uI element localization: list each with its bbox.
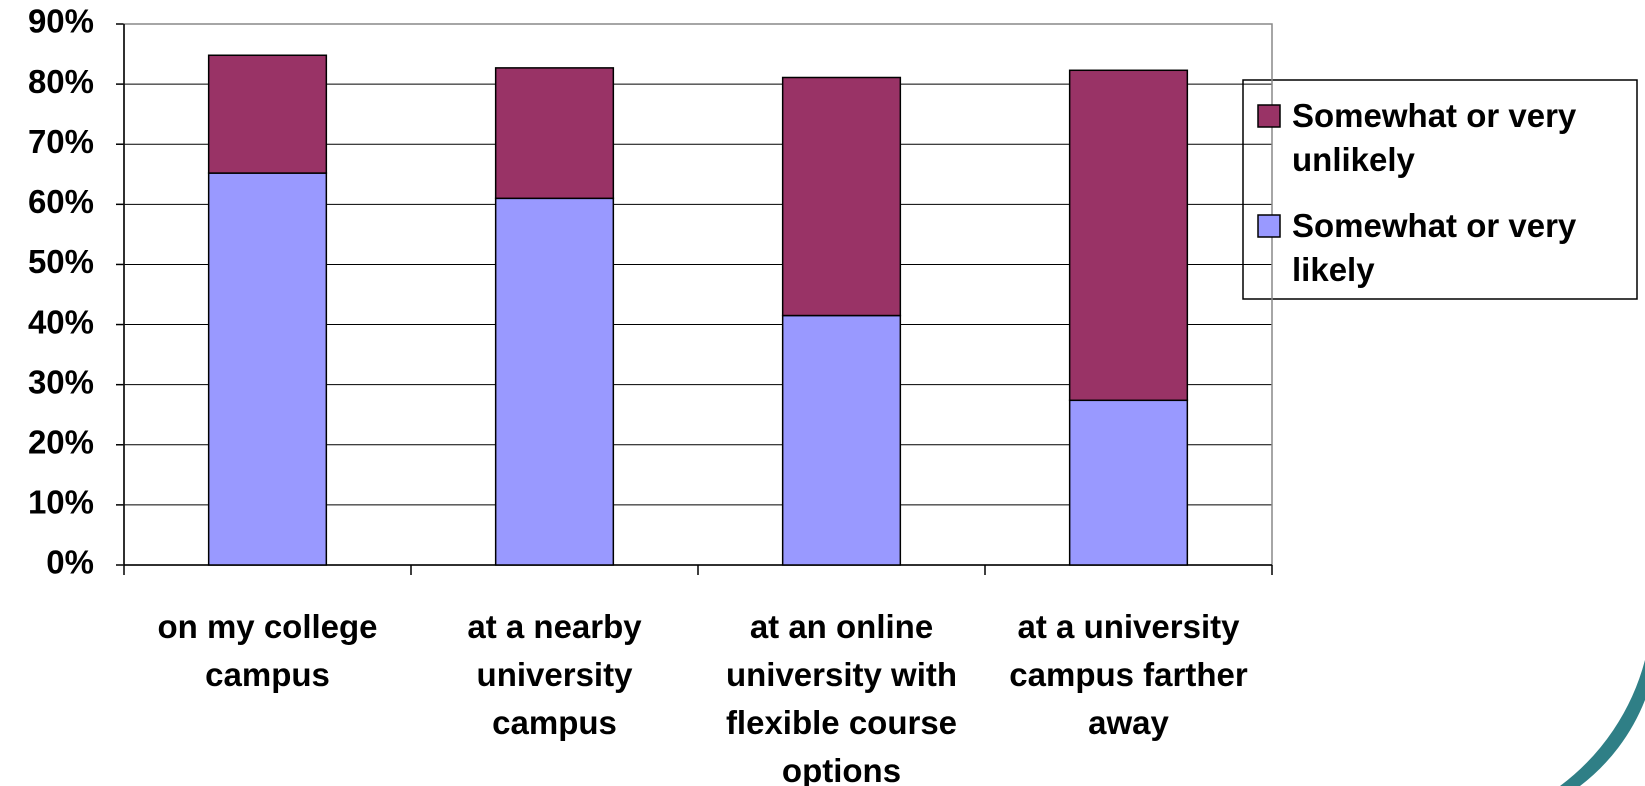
legend-label: Somewhat or very likely bbox=[1292, 207, 1577, 288]
y-tick-label: 30% bbox=[28, 363, 94, 400]
decoration bbox=[1560, 660, 1645, 786]
y-tick-label: 70% bbox=[28, 123, 94, 160]
bar-segment bbox=[494, 67, 615, 200]
bar-segment bbox=[494, 197, 615, 566]
y-tick-label: 60% bbox=[28, 183, 94, 220]
bar-segment bbox=[207, 172, 328, 566]
y-tick-label: 80% bbox=[28, 63, 94, 100]
y-tick-label: 10% bbox=[28, 484, 94, 521]
bar-segment bbox=[1068, 399, 1189, 566]
x-tick-label: at an online university with flexible co… bbox=[725, 608, 958, 786]
y-tick-label: 40% bbox=[28, 303, 94, 340]
bar-segment bbox=[207, 54, 328, 174]
legend-swatch bbox=[1257, 104, 1281, 128]
y-tick-label: 50% bbox=[28, 243, 94, 280]
y-tick-label: 20% bbox=[28, 423, 94, 460]
bar-segment bbox=[1068, 69, 1189, 402]
legend-label: Somewhat or very unlikely bbox=[1292, 97, 1577, 178]
bar-segment bbox=[781, 314, 902, 566]
x-tick-label: at a nearby university campus bbox=[467, 608, 642, 741]
x-tick-label: at a university campus farther away bbox=[1009, 608, 1248, 741]
y-tick-label: 90% bbox=[28, 3, 94, 40]
bar-segment bbox=[781, 76, 902, 317]
legend-swatch bbox=[1257, 214, 1281, 238]
legend-box bbox=[1242, 79, 1638, 300]
y-tick-label: 0% bbox=[46, 544, 94, 581]
x-tick-label: on my college campus bbox=[157, 608, 378, 693]
